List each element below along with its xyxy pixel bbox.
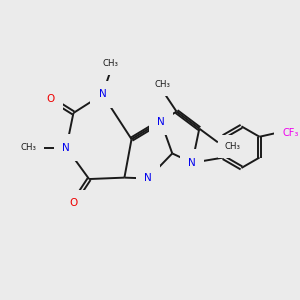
Text: N: N	[99, 89, 106, 100]
Text: N: N	[62, 143, 70, 153]
Text: N: N	[144, 173, 152, 184]
Text: CH₃: CH₃	[155, 80, 171, 89]
Text: CF₃: CF₃	[282, 128, 298, 138]
Text: O: O	[46, 94, 55, 104]
Text: O: O	[69, 198, 77, 208]
Text: CH₃: CH₃	[20, 143, 36, 152]
Text: N: N	[157, 116, 165, 127]
Text: CH₃: CH₃	[225, 142, 241, 152]
Text: CH₃: CH₃	[103, 59, 118, 68]
Text: N: N	[188, 158, 196, 168]
